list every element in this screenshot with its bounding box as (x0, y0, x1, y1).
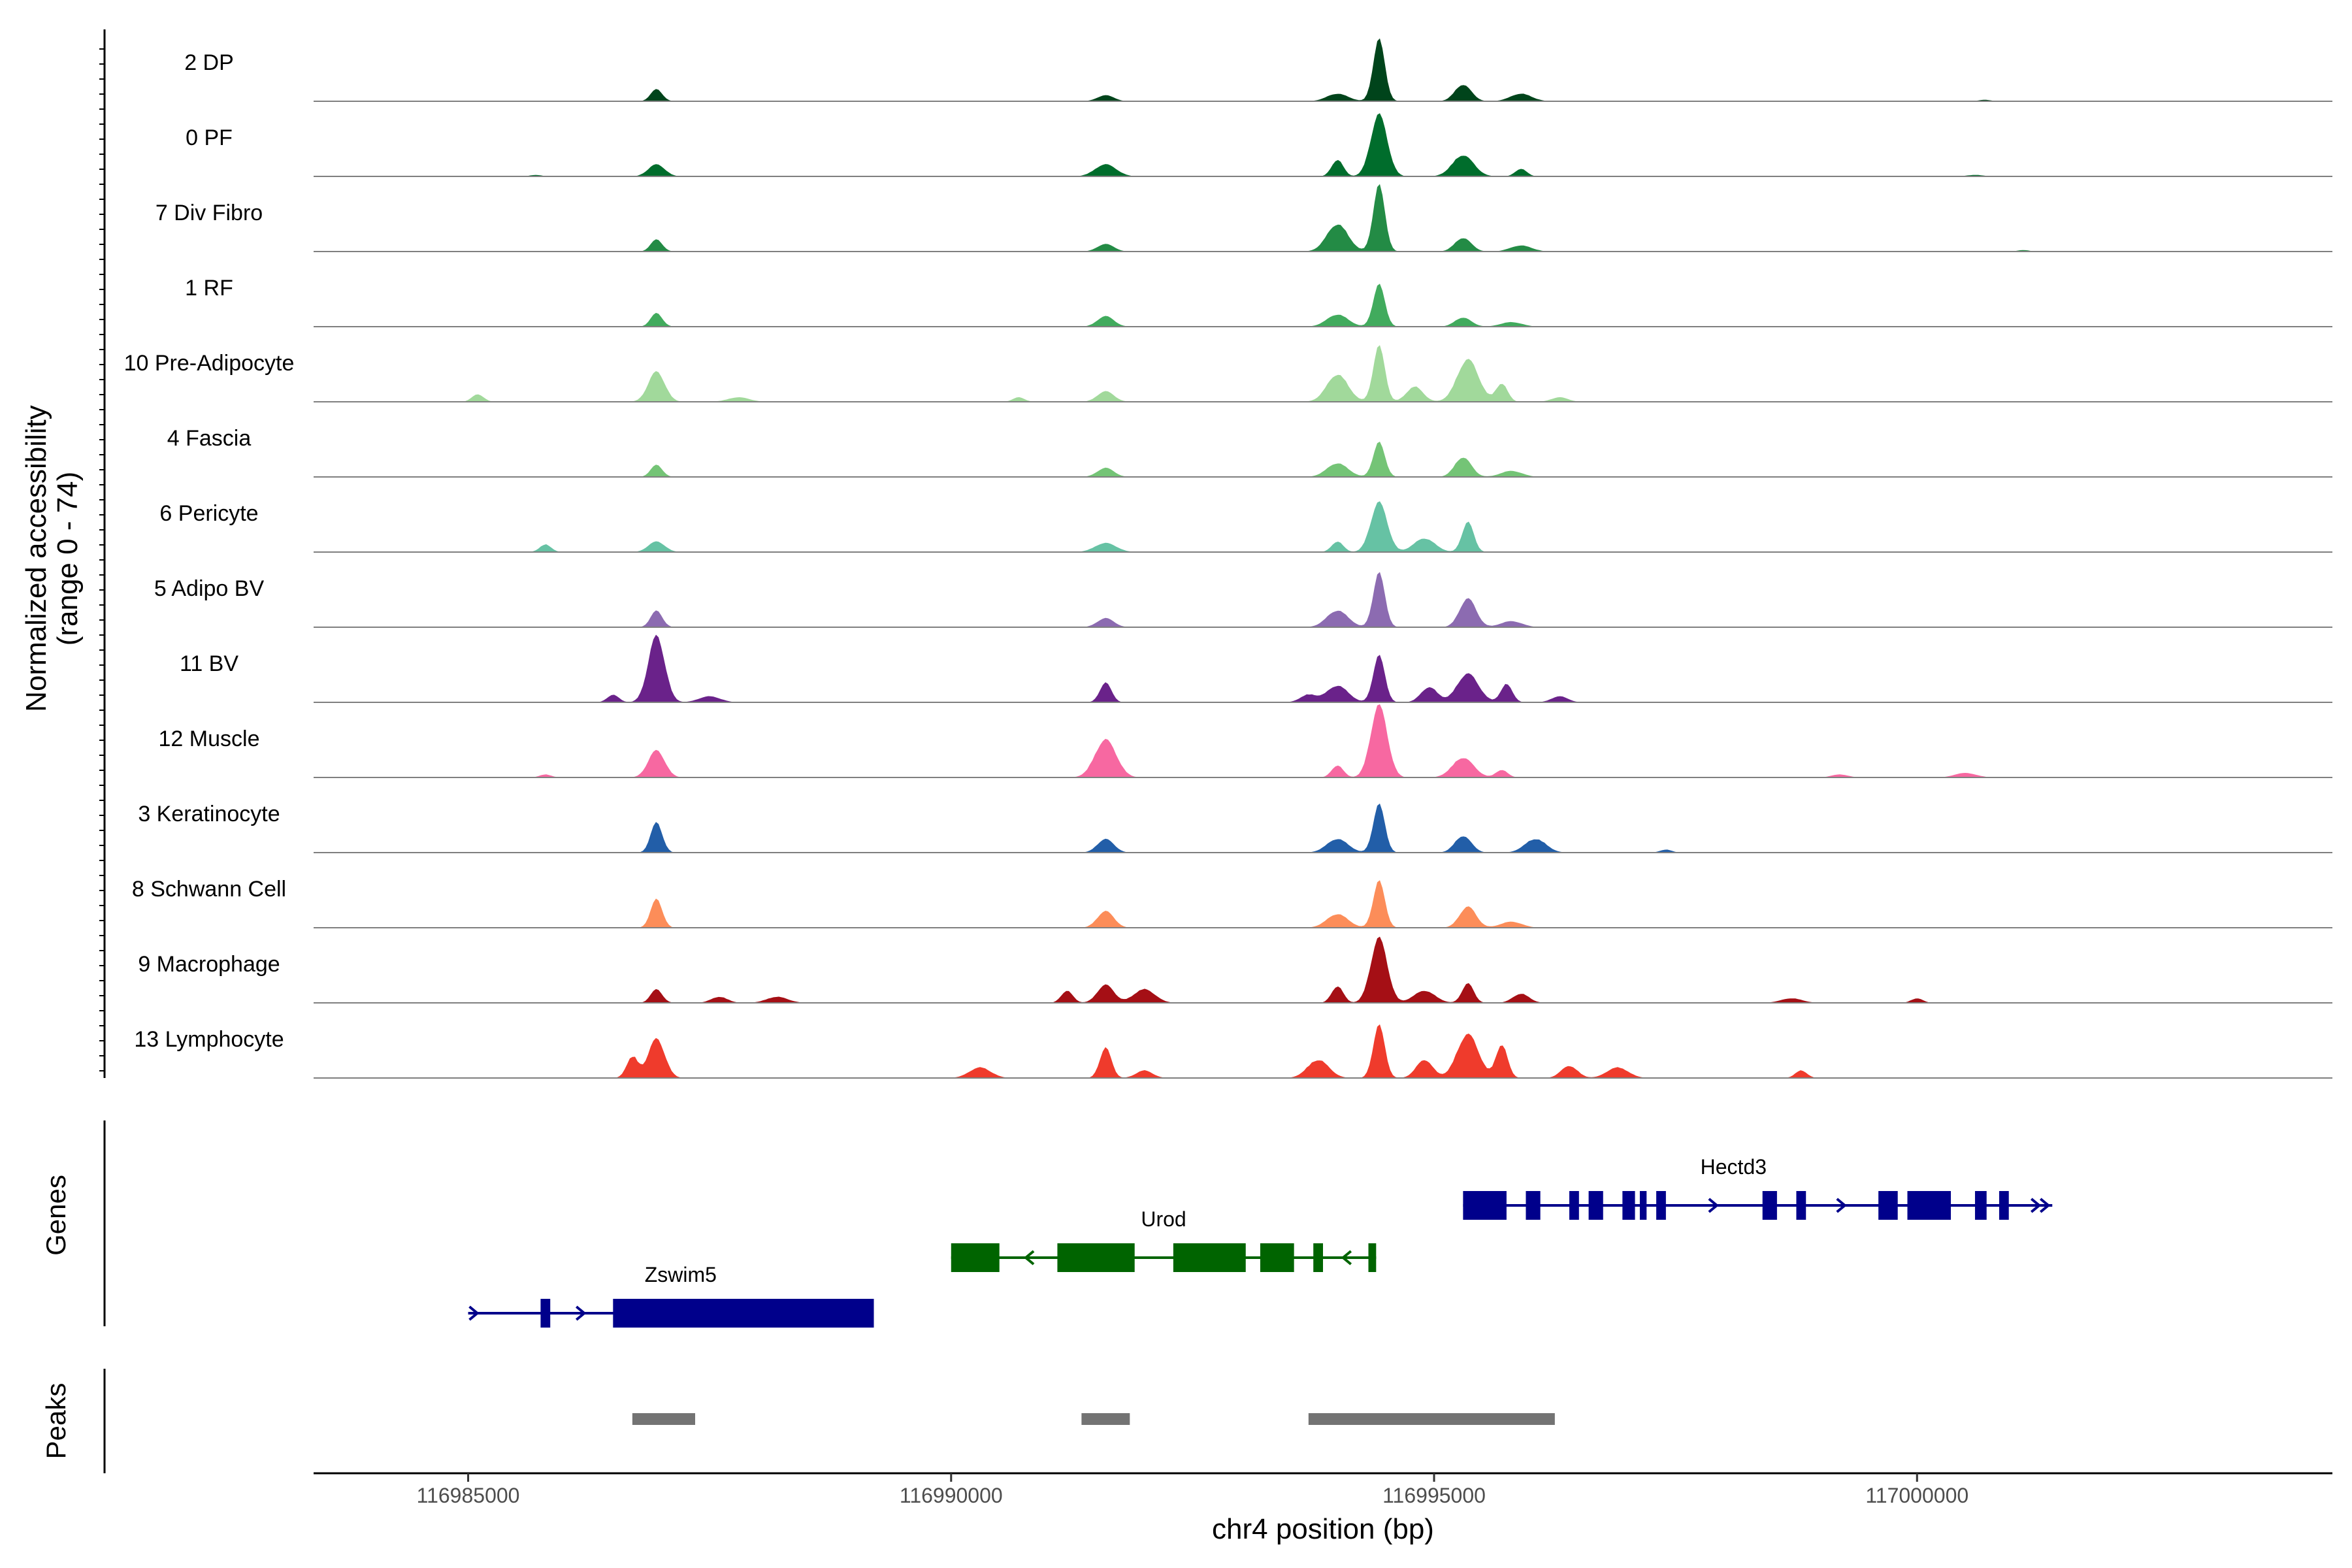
x-tick-label: 116985000 (417, 1484, 520, 1507)
gene-exon (540, 1299, 551, 1328)
coverage-area (314, 38, 2332, 101)
strand-arrow (1341, 1250, 1352, 1266)
gene-exon (951, 1243, 1000, 1272)
track: 12 Muscle (159, 704, 2332, 778)
track: 11 BV (180, 634, 2332, 703)
strand-arrow (852, 1305, 863, 1321)
track: 0 PF (186, 113, 2332, 177)
x-tick-label: 116990000 (900, 1484, 1003, 1507)
x-axis: 116985000 116990000 116995000 117000000 (314, 1472, 2332, 1507)
gene-exon (1999, 1191, 2009, 1220)
strand-arrow (468, 1305, 480, 1321)
gene-exon (1057, 1243, 1135, 1272)
coverage-area (314, 803, 2332, 853)
track: 10 Pre-Adipocyte (124, 345, 2332, 402)
track: 8 Schwann Cell (132, 877, 2332, 928)
strand-arrow (2030, 1198, 2042, 1213)
coverage-tracks: 2 DP 0 PF 7 Div Fibro 1 RF 10 Pre-Adipocyte 4… (124, 38, 2332, 1079)
gene-exon (1796, 1191, 1806, 1220)
gene-exon (1173, 1243, 1246, 1272)
x-tick-label: 116995000 (1382, 1484, 1486, 1507)
gene-exon (1974, 1191, 1987, 1220)
peak-region (1308, 1413, 1555, 1425)
track-label: 2 DP (184, 50, 234, 75)
coverage-area (314, 442, 2332, 477)
track: 7 Div Fibro (155, 184, 2332, 252)
gene-model: Urod (951, 1207, 1377, 1272)
gene-exon (1588, 1191, 1603, 1220)
track-label: 7 Div Fibro (155, 201, 263, 225)
gene-label: Zswim5 (645, 1263, 717, 1286)
gene-exon (1762, 1191, 1777, 1220)
coverage-area (314, 345, 2332, 402)
peaks-panel (103, 1369, 1555, 1473)
track-label: 6 Pericyte (159, 501, 258, 526)
strand-arrow (953, 1250, 964, 1266)
peaks-panel-title: Peaks (41, 1383, 71, 1460)
track-label: 11 BV (180, 651, 238, 676)
x-tick-label: 117000000 (1865, 1484, 1968, 1507)
coverage-area (314, 184, 2332, 252)
y-axis-range: (range 0 - 74) (52, 472, 84, 646)
gene-exon (1907, 1191, 1952, 1220)
gene-exon (1313, 1243, 1323, 1272)
gene-model: Hectd3 (1463, 1155, 2053, 1220)
coverage-area (314, 880, 2332, 928)
peak-region (632, 1413, 695, 1425)
gene-exon (1368, 1243, 1377, 1272)
track-label: 0 PF (186, 125, 233, 150)
coverage-area (314, 572, 2332, 627)
track: 5 Adipo BV (154, 572, 2332, 628)
gene-label: Urod (1141, 1207, 1186, 1231)
track-label: 4 Fascia (167, 426, 252, 451)
track: 6 Pericyte (159, 501, 2332, 553)
gene-exon (1622, 1191, 1635, 1220)
track-label: 8 Schwann Cell (132, 877, 286, 902)
gene-exon (1260, 1243, 1294, 1272)
track-label: 12 Muscle (159, 727, 260, 751)
gene-exon (1569, 1191, 1579, 1220)
track-label: 5 Adipo BV (154, 576, 265, 601)
gene-label: Hectd3 (1701, 1155, 1767, 1179)
track-label: 10 Pre-Adipocyte (124, 351, 295, 376)
y-axis (99, 29, 106, 1078)
track: 1 RF (185, 276, 2332, 327)
coverage-area (314, 284, 2332, 327)
genes-panel: Zswim5 Urod Hectd3 (103, 1120, 2053, 1328)
gene-exon (1526, 1191, 1541, 1220)
coverage-area (314, 113, 2332, 176)
track-label: 13 Lymphocyte (134, 1027, 284, 1052)
x-axis-title: chr4 position (bp) (1212, 1513, 1434, 1545)
coverage-area (314, 1024, 2332, 1078)
track: 9 Macrophage (138, 936, 2332, 1004)
coverage-area (314, 704, 2332, 777)
gene-exon (1878, 1191, 1898, 1220)
coverage-area (314, 936, 2332, 1003)
peak-region (1081, 1413, 1130, 1425)
strand-arrow (1836, 1198, 1847, 1213)
strand-arrow (1463, 1198, 1475, 1213)
gene-exon (1639, 1191, 1647, 1220)
track: 3 Keratinocyte (138, 802, 2332, 853)
gene-exon (1656, 1191, 1666, 1220)
track: 4 Fascia (167, 426, 2332, 478)
track: 13 Lymphocyte (134, 1024, 2332, 1079)
track-label: 1 RF (185, 276, 233, 301)
coverage-area (314, 501, 2332, 552)
y-axis-title: Normalized accessibility (20, 405, 52, 711)
gene-exon (1463, 1191, 1507, 1220)
track: 2 DP (184, 38, 2332, 102)
strand-arrow (1023, 1250, 1035, 1266)
track-label: 3 Keratinocyte (138, 802, 280, 826)
strand-arrow (861, 1305, 872, 1321)
gene-exon (613, 1299, 874, 1328)
strand-arrow (575, 1305, 587, 1321)
track-label: 9 Macrophage (138, 952, 280, 977)
coverage-area (314, 634, 2332, 702)
gene-model: Zswim5 (468, 1263, 874, 1328)
genes-panel-title: Genes (41, 1175, 71, 1256)
strand-arrow (1708, 1198, 1719, 1213)
strand-arrow (2039, 1198, 2051, 1213)
